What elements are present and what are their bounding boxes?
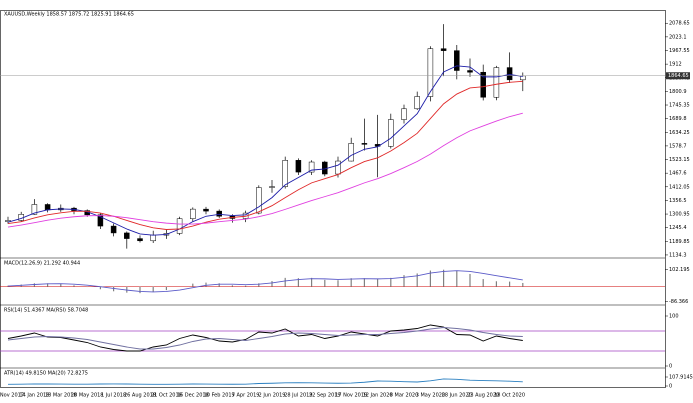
candle-body: [388, 119, 394, 147]
x-tick-label: 17 Nov 2019: [335, 393, 367, 399]
candle-body: [216, 210, 222, 217]
candle-body: [506, 67, 513, 81]
candle-body: [269, 186, 275, 188]
y-tick-label: 1800.9: [669, 89, 687, 95]
y-tick-label: 1189.85: [669, 239, 690, 245]
x-tick-label: 12 Jan 2020: [363, 393, 393, 399]
y-tick-label: 1689.8: [669, 116, 687, 122]
y-tick-label: 1967.55: [669, 48, 690, 54]
panel-title: RSI(14) 51.4367 MA(RSI) 58.7048: [4, 308, 88, 314]
x-tick-label: 18 Oct 2020: [494, 393, 525, 399]
panel-title: MACD(12,26,9) 21.292 40.944: [4, 261, 80, 267]
y-tick-label: 1412.05: [669, 184, 690, 190]
candle-body: [256, 187, 262, 214]
candle-body: [348, 143, 354, 162]
x-tick-label: 20 May 2018: [71, 393, 104, 399]
x-tick-label: 3 May 2020: [416, 393, 445, 399]
candle-body: [427, 48, 434, 97]
candle-body: [124, 232, 130, 239]
y-tick-label: 1523.15: [669, 157, 690, 163]
candle-body: [31, 204, 38, 215]
y-tick-label: 1245.4: [669, 225, 687, 231]
x-tick-label: 14 Jan 2018: [19, 393, 49, 399]
y-tick-label: 1300.95: [669, 212, 690, 218]
x-tick-label: 28 Jul 2019: [284, 393, 312, 399]
y-tick-label: 1634.25: [669, 130, 690, 136]
x-tick-label: 30 Nov 2017: [0, 393, 24, 399]
current-price-label: 1864.65: [668, 73, 689, 79]
current-price-box: [666, 72, 690, 80]
series-line: [7, 327, 523, 350]
series-line: [7, 112, 523, 228]
candle-body: [361, 143, 368, 145]
y-tick-label: 2023.1: [669, 34, 687, 40]
x-tick-label: 10 Feb 2019: [204, 393, 235, 399]
candle-body: [190, 208, 196, 219]
x-tick-label: 23 Aug 2020: [467, 393, 499, 399]
y-tick-label: 1134.3: [669, 252, 687, 258]
y-tick-label: 102.195: [669, 267, 690, 273]
candle-body: [203, 208, 209, 212]
series-line: [7, 324, 523, 352]
y-tick-label: 100: [669, 314, 679, 320]
candle-body: [401, 108, 407, 120]
y-tick-label: 107.9145: [669, 375, 693, 381]
candle-body: [97, 214, 104, 227]
series-line: [7, 378, 523, 385]
x-tick-label: 21 Oct 2018: [151, 393, 182, 399]
y-tick-label: 1578.7: [669, 143, 687, 149]
candle-body: [110, 225, 117, 234]
y-tick-label: -86.366: [669, 299, 688, 305]
candle-body: [308, 161, 315, 173]
candle-body: [137, 238, 143, 242]
y-tick-label: 0: [669, 364, 672, 370]
series-line: [7, 270, 523, 293]
candle-body: [493, 67, 500, 98]
candle-body: [44, 204, 51, 211]
candle-body: [414, 96, 420, 110]
candle-body: [335, 160, 341, 175]
x-tick-label: 1 Jul 2018: [101, 393, 126, 399]
x-tick-label: 22 Sep 2019: [309, 393, 341, 399]
candle-body: [467, 70, 473, 73]
candle-body: [150, 234, 156, 242]
y-tick-label: 1356.5: [669, 198, 687, 204]
x-tick-label: 16 Dec 2018: [177, 393, 209, 399]
candle-body: [480, 71, 486, 98]
x-tick-label: 18 Mar 2018: [45, 393, 77, 399]
plot-frame: [0, 10, 666, 388]
x-tick-label: 2 Jun 2019: [259, 393, 286, 399]
panel-title: XAUUSD,Weekly 1858.57 1875.72 1825.91 18…: [4, 12, 134, 18]
candle-body: [176, 218, 183, 234]
x-tick-label: 8 Mar 2020: [390, 393, 419, 399]
y-tick-label: 1467.6: [669, 171, 687, 177]
candle-body: [440, 48, 447, 51]
y-tick-label: 0: [669, 384, 672, 390]
y-tick-label: 1745.35: [669, 103, 690, 109]
candle-body: [454, 50, 460, 71]
x-tick-label: 28 Jun 2020: [442, 393, 472, 399]
x-tick-label: 7 Apr 2019: [232, 393, 260, 399]
y-tick-label: 1912: [669, 62, 682, 68]
series-line: [7, 65, 523, 236]
series-line: [7, 80, 523, 230]
x-tick-label: 26 Aug 2018: [124, 393, 156, 399]
candle-body: [295, 160, 302, 173]
candle-body: [282, 160, 288, 187]
panel-title: ATR(14) 49.8150 MA(20) 72.8275: [4, 371, 88, 377]
y-tick-label: 2078.65: [669, 21, 690, 27]
